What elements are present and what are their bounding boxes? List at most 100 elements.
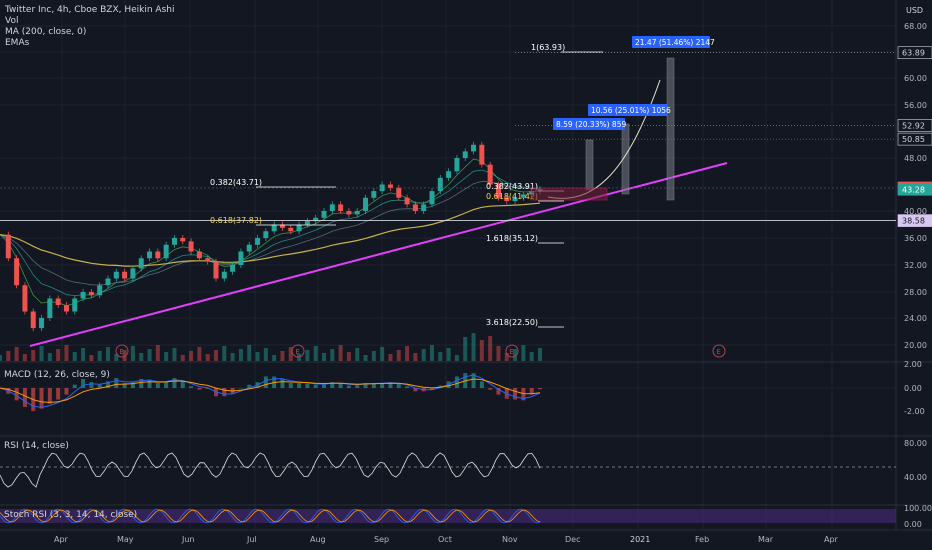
macd-histogram-bar [496, 388, 501, 395]
time-axis-label: Jun [181, 535, 195, 544]
candle-body [180, 238, 186, 242]
time-axis-label: Dec [565, 535, 580, 544]
candle-body [122, 271, 128, 279]
candle-body [5, 234, 11, 259]
volume-bar [529, 352, 534, 361]
candle-body [437, 177, 443, 192]
candle-body [171, 238, 177, 245]
ma200-line [0, 202, 541, 267]
time-axis-label: May [117, 535, 134, 544]
macd-histogram-bar [47, 388, 52, 404]
volume-bar [454, 355, 459, 361]
candle-body [495, 184, 501, 198]
candle-body [47, 298, 53, 318]
macd-histogram-bar [72, 384, 77, 388]
candle-body [404, 197, 410, 205]
candle-body [421, 204, 427, 211]
volume-bar [106, 347, 110, 361]
volume-bar [471, 333, 476, 361]
time-axis-label: Oct [438, 535, 452, 544]
time-axis-label: Nov [502, 535, 518, 544]
candle-body [105, 278, 111, 286]
candle-body [72, 298, 78, 312]
time-axis-label: Feb [695, 535, 709, 544]
candle-body [205, 258, 211, 262]
rsi-axis-label: 40.00 [904, 473, 927, 482]
stoch-k-line [0, 508, 541, 524]
candle-body [462, 151, 468, 158]
fib-level-label: 1(63.93) [531, 43, 565, 52]
macd-histogram-bar [247, 384, 252, 388]
macd-histogram-bar [454, 376, 459, 388]
time-axis-label: Apr [54, 535, 69, 544]
macd-histogram-bar [172, 378, 177, 388]
price-badge [897, 214, 932, 227]
earnings-marker [712, 344, 726, 358]
macd-histogram-bar [430, 388, 434, 390]
macd-histogram-bar [155, 383, 160, 388]
indicator-emas[interactable]: EMAs [5, 38, 30, 48]
volume-bar [496, 346, 501, 361]
macd-histogram-bar [380, 383, 385, 388]
macd-histogram-bar [405, 386, 410, 388]
macd-histogram-bar [504, 388, 509, 399]
macd-histogram-bar [280, 378, 285, 388]
macd-title[interactable]: MACD (12, 26, close, 9) [4, 370, 110, 380]
volume-bar [405, 346, 410, 361]
rsi-title[interactable]: RSI (14, close) [4, 441, 69, 451]
volume-bar [230, 353, 235, 361]
price-axis-label: 24.00 [904, 314, 927, 323]
volume-bar [0, 355, 2, 361]
macd-histogram-bar [513, 388, 518, 400]
volume-bar [438, 352, 443, 361]
candle-body [396, 187, 402, 198]
macd-histogram-bar [14, 388, 19, 401]
volume-bar [189, 351, 194, 361]
candle-body [14, 258, 20, 286]
macd-histogram-bar [355, 385, 360, 388]
volume-bar [330, 349, 335, 361]
macd-histogram-bar [479, 381, 484, 388]
volume-bar [297, 354, 302, 361]
macd-histogram-bar [297, 383, 302, 388]
candle-body [30, 311, 36, 329]
volume-bar [89, 355, 94, 361]
indicator-ma[interactable]: MA (200, close, 0) [5, 27, 87, 37]
volume-bar [56, 349, 61, 361]
volume-bar [288, 347, 293, 361]
price-badge [897, 119, 932, 132]
earnings-marker-label: E [119, 348, 123, 356]
stoch-title[interactable]: Stoch RSI (3, 3, 14, 14, close) [4, 510, 138, 520]
volume-bar [413, 353, 418, 361]
volume-bar [155, 345, 160, 361]
ema-line [0, 180, 540, 286]
candle-body [188, 241, 194, 252]
price-badge-label: 43.28 [902, 185, 925, 194]
volume-bar [172, 348, 177, 361]
price-axis-label: 28.00 [904, 288, 927, 297]
candle-body [387, 184, 393, 188]
symbol-title[interactable]: Twitter Inc, 4h, Cboe BZX, Heikin Ashi [5, 5, 175, 15]
price-badge-label: 63.89 [902, 49, 925, 58]
rsi-axis-label: 80.00 [904, 439, 927, 448]
stoch-d-line [0, 509, 541, 523]
volume-bar [305, 350, 310, 361]
candle-body [221, 271, 227, 279]
candle-body [55, 298, 61, 305]
macd-histogram-bar [189, 386, 194, 388]
volume-bar [355, 348, 360, 361]
candle-body [88, 292, 94, 296]
volume-bar [322, 353, 326, 361]
candle-body [97, 285, 103, 296]
price-axis-label: 56.00 [904, 101, 927, 110]
indicator-vol[interactable]: Vol [5, 16, 19, 26]
volume-bar [81, 348, 86, 361]
price-axis-label: 20.00 [904, 341, 927, 350]
currency-label[interactable]: USD [906, 6, 924, 15]
time-axis-label: Mar [758, 535, 774, 544]
macd-histogram-bar [521, 388, 526, 401]
macd-histogram-bar [164, 381, 169, 388]
price-axis-label: 68.00 [904, 22, 927, 31]
